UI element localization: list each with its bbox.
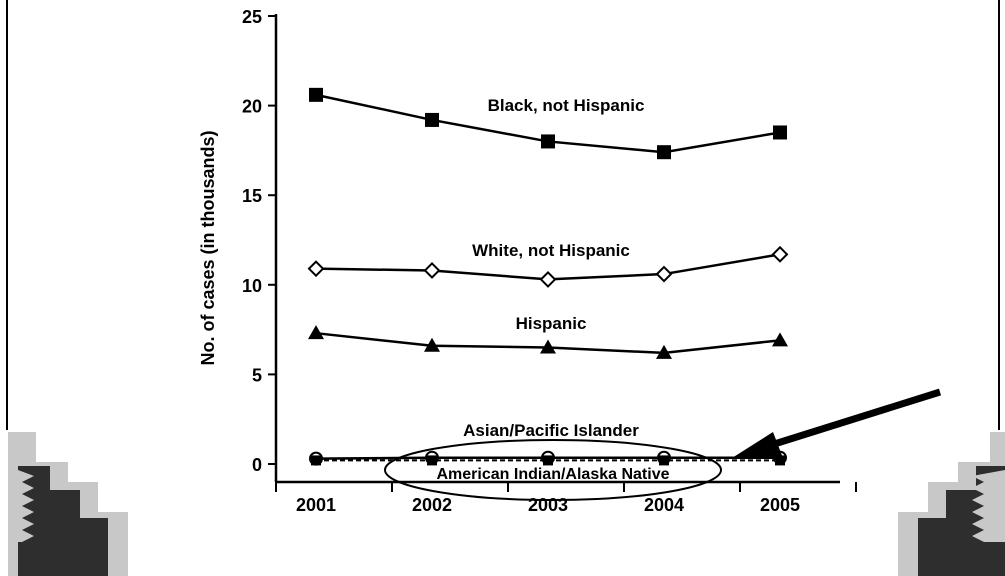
y-tick-label: 15 bbox=[242, 186, 262, 206]
y-axis-label: No. of cases (in thousands) bbox=[198, 130, 218, 365]
data-point bbox=[655, 265, 673, 283]
series-label-white: White, not Hispanic bbox=[472, 241, 630, 260]
data-point bbox=[773, 125, 787, 140]
x-tick-label: 2003 bbox=[528, 495, 568, 515]
y-tick-label: 5 bbox=[252, 365, 262, 385]
axes bbox=[274, 14, 840, 484]
y-tick-label: 20 bbox=[242, 97, 262, 117]
highlight-ellipse bbox=[384, 439, 722, 501]
y-ticks: 0 5 10 15 20 25 bbox=[242, 7, 276, 475]
y-tick-label: 0 bbox=[252, 455, 262, 475]
x-tick-label: 2001 bbox=[296, 495, 336, 515]
data-point bbox=[659, 455, 669, 466]
frame-left-border bbox=[6, 0, 8, 430]
decoration-right bbox=[898, 432, 1005, 576]
data-point bbox=[657, 145, 671, 160]
x-tick-label: 2002 bbox=[412, 495, 452, 515]
data-point bbox=[775, 455, 785, 466]
data-point bbox=[309, 87, 323, 102]
data-point bbox=[307, 260, 325, 278]
y-tick-label: 25 bbox=[242, 7, 262, 27]
data-point bbox=[541, 134, 555, 149]
data-point bbox=[539, 271, 557, 288]
data-point bbox=[427, 455, 437, 466]
x-ticks: 2001 2002 2003 2004 2005 bbox=[275, 482, 857, 515]
series-label-hispanic: Hispanic bbox=[516, 314, 587, 333]
data-point bbox=[425, 112, 439, 127]
pointer-arrow bbox=[732, 388, 942, 458]
data-point bbox=[772, 332, 788, 347]
data-point bbox=[424, 337, 440, 352]
series-label-black: Black, not Hispanic bbox=[488, 96, 645, 115]
data-point bbox=[543, 455, 553, 466]
x-tick-label: 2004 bbox=[644, 495, 684, 515]
data-point bbox=[423, 262, 441, 279]
frame-right-border bbox=[998, 0, 1000, 430]
data-point bbox=[311, 455, 321, 466]
data-point bbox=[308, 325, 324, 340]
data-point bbox=[540, 339, 556, 354]
series-label-asian: Asian/Pacific Islander bbox=[463, 421, 639, 440]
series-label-american-indian: American Indian/Alaska Native bbox=[437, 466, 670, 483]
data-point bbox=[771, 245, 789, 263]
y-tick-label: 10 bbox=[242, 276, 262, 296]
series-markers bbox=[307, 87, 789, 466]
x-tick-label: 2005 bbox=[760, 495, 800, 515]
data-point bbox=[656, 344, 672, 359]
decoration-left bbox=[8, 432, 128, 576]
